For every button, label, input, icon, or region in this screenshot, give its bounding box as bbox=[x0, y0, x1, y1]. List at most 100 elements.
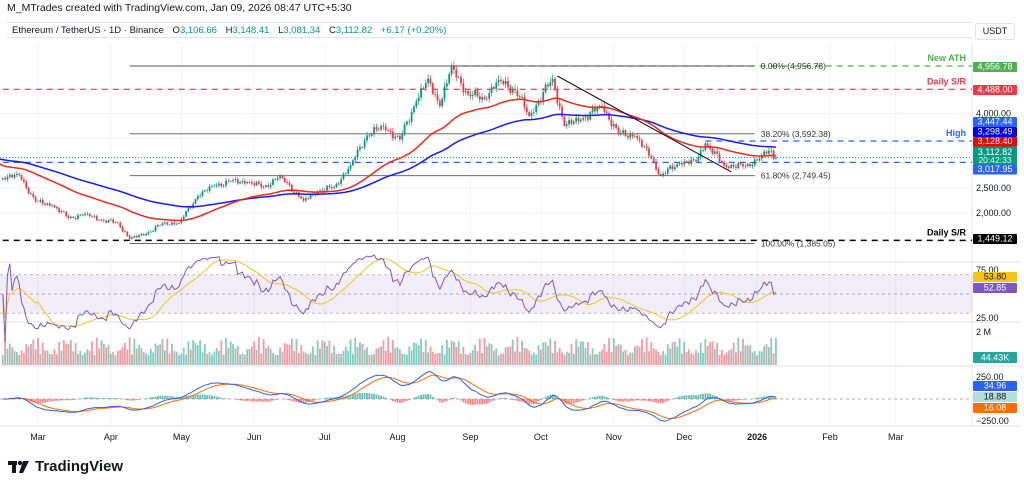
candle-body bbox=[260, 183, 263, 188]
volume-bar bbox=[763, 345, 766, 365]
volume-bar bbox=[279, 347, 281, 365]
volume-bar bbox=[133, 338, 136, 365]
currency-selector[interactable]: USDT bbox=[975, 23, 1015, 40]
volume-bar bbox=[481, 353, 484, 365]
volume-bars bbox=[1, 337, 777, 365]
macd-histogram-bar bbox=[74, 399, 77, 400]
sr-black-price-badge-bg bbox=[973, 234, 1017, 244]
candle-body bbox=[149, 231, 152, 233]
volume-bar bbox=[51, 354, 53, 365]
candle-body bbox=[713, 151, 716, 154]
volume-bar bbox=[337, 353, 340, 365]
rsi-line bbox=[2, 254, 777, 343]
volume-bar bbox=[521, 341, 523, 365]
volume-bar bbox=[314, 355, 317, 365]
volume-bar bbox=[208, 352, 211, 365]
macd-histogram-bar bbox=[399, 399, 401, 404]
candle-body bbox=[206, 190, 209, 191]
macd-histogram-bar bbox=[742, 399, 744, 400]
volume-bar bbox=[739, 351, 742, 365]
macd-histogram-bar bbox=[359, 392, 361, 399]
candle-body bbox=[749, 163, 751, 167]
volume-bar bbox=[417, 345, 420, 365]
candle-body bbox=[67, 216, 70, 218]
volume-bar bbox=[274, 354, 277, 365]
volume-badge: 44.43K bbox=[981, 353, 1010, 363]
macd-histogram-bar bbox=[265, 399, 267, 402]
candle-body bbox=[617, 128, 620, 134]
volume-bar bbox=[149, 348, 152, 365]
candle-body bbox=[309, 194, 312, 199]
volume-bar bbox=[676, 346, 679, 365]
candle-body bbox=[102, 220, 105, 222]
volume-bar bbox=[504, 347, 507, 365]
macd-histogram-bar bbox=[51, 399, 53, 402]
volume-bar bbox=[760, 351, 763, 365]
volume-bar bbox=[187, 341, 190, 365]
chart-attribution: M_MTrades created with TradingView.com, … bbox=[7, 2, 352, 14]
macd-histogram-bar bbox=[753, 398, 756, 399]
volume-bar bbox=[102, 343, 105, 365]
volume-bar bbox=[401, 353, 404, 365]
macd-histogram-bar bbox=[594, 396, 596, 399]
macd-histogram-bar bbox=[427, 393, 429, 399]
candle-body bbox=[208, 186, 211, 191]
candle-body bbox=[293, 191, 296, 193]
candles bbox=[1, 61, 777, 241]
volume-bar bbox=[612, 338, 615, 365]
candle-body bbox=[340, 179, 343, 184]
macd-histogram-bar bbox=[293, 399, 296, 402]
macd-histogram-bar bbox=[622, 399, 625, 402]
candle-body bbox=[51, 205, 53, 207]
symbol-name[interactable]: Ethereum / TetherUS · 1D · Binance bbox=[12, 25, 164, 36]
volume-bar bbox=[720, 349, 723, 365]
volume-bar bbox=[112, 351, 115, 365]
volume-bar bbox=[246, 349, 249, 365]
macd-histogram-bar bbox=[248, 399, 251, 402]
macd-histogram-bar bbox=[551, 394, 554, 399]
time-axis-label: Sep bbox=[462, 432, 478, 442]
macd-histogram-bar bbox=[514, 399, 516, 401]
macd-histogram-bar bbox=[274, 399, 277, 401]
volume-bar bbox=[352, 353, 354, 365]
support-price-badge-bg bbox=[973, 164, 1017, 175]
volume-bar bbox=[288, 344, 291, 365]
candle-body bbox=[347, 168, 350, 174]
macd-histogram-bar bbox=[704, 393, 707, 399]
volume-bar bbox=[751, 352, 754, 365]
macd-histogram-bar bbox=[361, 393, 364, 399]
candle-body bbox=[631, 134, 634, 137]
volume-bar bbox=[159, 344, 162, 365]
candle-body bbox=[549, 82, 552, 87]
volume-bar bbox=[584, 347, 587, 365]
macd-histogram-bar bbox=[149, 397, 152, 399]
candle-body bbox=[575, 117, 578, 122]
macd-histogram-bar bbox=[295, 399, 298, 403]
macd-histogram-bar bbox=[420, 394, 422, 399]
volume-bar bbox=[91, 341, 93, 365]
price-axis-label: 2,500.00 bbox=[976, 183, 1011, 193]
volume-bar bbox=[695, 350, 697, 365]
macd-histogram-bar bbox=[168, 396, 171, 399]
volume-bar bbox=[286, 344, 288, 365]
candle-body bbox=[239, 182, 241, 184]
candle-body bbox=[258, 181, 260, 184]
macd-histogram-bar bbox=[203, 394, 206, 399]
volume-bar bbox=[572, 353, 575, 365]
candle-body bbox=[70, 216, 72, 218]
candle-body bbox=[610, 119, 613, 127]
candle-body bbox=[493, 87, 495, 89]
price-axis-label: 2,000.00 bbox=[976, 208, 1011, 218]
last-price-badge: 3,112.82 bbox=[978, 147, 1012, 157]
volume-bar bbox=[587, 342, 589, 365]
candle-body bbox=[164, 222, 166, 224]
volume-bar bbox=[742, 338, 744, 365]
candle-body bbox=[516, 90, 519, 97]
volume-bar bbox=[746, 345, 749, 365]
macd-histogram-bar bbox=[133, 399, 136, 401]
macd-histogram-bar bbox=[124, 399, 126, 400]
volume-bar bbox=[220, 340, 223, 365]
volume-bar bbox=[641, 338, 643, 365]
candle-body bbox=[384, 126, 387, 131]
